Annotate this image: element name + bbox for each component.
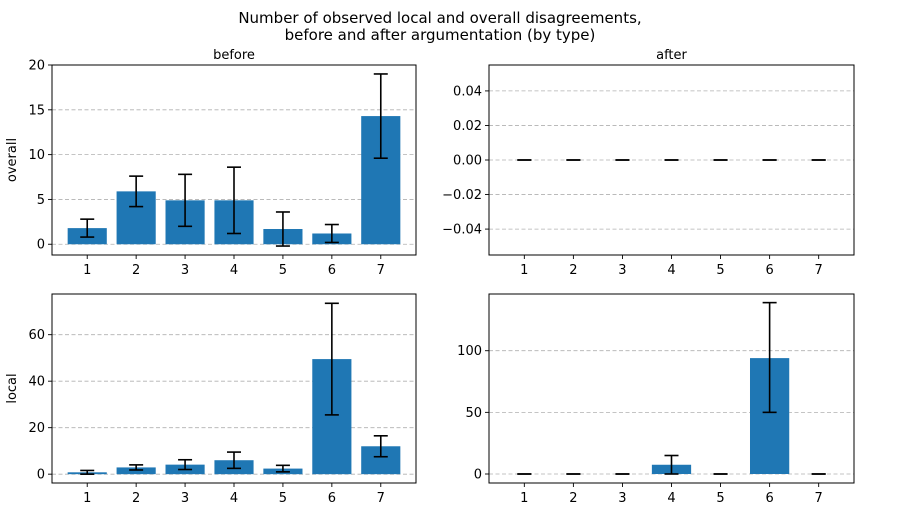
y-tick-label: 0 (37, 468, 45, 483)
y-tick-label: 0.04 (453, 84, 482, 99)
figure-title-line2: before and after argumentation (by type) (285, 26, 596, 44)
y-tick-label: 5 (37, 193, 45, 208)
x-tick-label: 1 (520, 263, 528, 278)
x-tick-label: 2 (569, 263, 577, 278)
y-tick-label: 15 (28, 103, 45, 118)
error-bar (80, 469, 95, 475)
panel-3: 0 20 40 60 1 2 3 4 5 6 7 local (5, 293, 417, 506)
x-tick-label: 7 (815, 491, 823, 506)
y-tick-label: 40 (28, 375, 45, 390)
error-bar (324, 302, 339, 416)
y-tick-label: 0.00 (453, 154, 482, 169)
y-tick-label: 60 (28, 328, 45, 343)
error-bar (178, 173, 193, 228)
x-tick-label: 6 (328, 491, 336, 506)
y-tick-label: 100 (457, 344, 482, 359)
y-tick-label: 0.02 (453, 119, 482, 134)
error-bar (373, 73, 388, 160)
x-tick-label: 5 (716, 491, 724, 506)
y-tick-label: 0 (37, 238, 45, 253)
x-tick-label: 3 (618, 491, 626, 506)
x-tick-label: 5 (716, 263, 724, 278)
y-axis-label: local (5, 373, 20, 403)
x-tick-label: 5 (279, 491, 287, 506)
error-bar (275, 464, 290, 473)
x-tick-label: 6 (765, 263, 773, 278)
subplot-title: after (656, 48, 687, 63)
panel-2: −0.04 −0.02 0.00 0.02 0.04 1 2 3 4 5 6 7 after (442, 48, 855, 278)
x-tick-label: 4 (667, 263, 675, 278)
x-tick-label: 3 (181, 491, 189, 506)
x-tick-label: 7 (815, 263, 823, 278)
x-tick-label: 3 (181, 263, 189, 278)
x-tick-label: 2 (132, 263, 140, 278)
subplot-title: before (213, 48, 255, 63)
x-tick-label: 5 (279, 263, 287, 278)
panel-4: 0 50 100 1 2 3 4 5 6 7 (457, 293, 855, 506)
error-bar (227, 166, 241, 235)
figure-title-line1: Number of observed local and overall dis… (238, 9, 641, 27)
error-bar (178, 458, 193, 471)
y-tick-label: 0 (474, 468, 482, 483)
x-tick-label: 6 (328, 263, 336, 278)
error-bar (227, 451, 241, 470)
error-bar (664, 454, 679, 475)
y-tick-label: 20 (28, 421, 45, 436)
error-bar (129, 464, 144, 471)
y-tick-label: 10 (28, 148, 45, 163)
axes-frame (51, 64, 417, 256)
x-tick-label: 6 (765, 491, 773, 506)
error-bar (129, 175, 144, 208)
y-tick-label: −0.02 (442, 188, 482, 203)
panel-1: 0 5 10 15 20 1 2 3 4 5 6 7 before overall (5, 48, 417, 278)
x-tick-label: 4 (667, 491, 675, 506)
axes-frame (51, 293, 417, 484)
error-bar (324, 223, 339, 244)
x-tick-label: 7 (377, 491, 385, 506)
y-tick-label: 50 (465, 406, 482, 421)
axes-frame (488, 293, 855, 484)
x-tick-label: 2 (569, 491, 577, 506)
x-tick-label: 4 (230, 263, 238, 278)
error-bar (80, 218, 95, 238)
error-bar (373, 435, 388, 458)
x-tick-label: 4 (230, 491, 238, 506)
x-tick-label: 3 (618, 263, 626, 278)
y-tick-label: 20 (28, 59, 45, 74)
x-tick-label: 2 (132, 491, 140, 506)
axes-frame (488, 64, 855, 256)
x-tick-label: 1 (83, 263, 91, 278)
bar (116, 467, 156, 475)
x-tick-label: 7 (377, 263, 385, 278)
y-axis-label: overall (5, 138, 20, 182)
error-bar (275, 211, 290, 247)
error-bar (762, 301, 777, 414)
x-tick-label: 1 (83, 491, 91, 506)
y-tick-label: −0.04 (442, 223, 482, 238)
x-tick-label: 1 (520, 491, 528, 506)
